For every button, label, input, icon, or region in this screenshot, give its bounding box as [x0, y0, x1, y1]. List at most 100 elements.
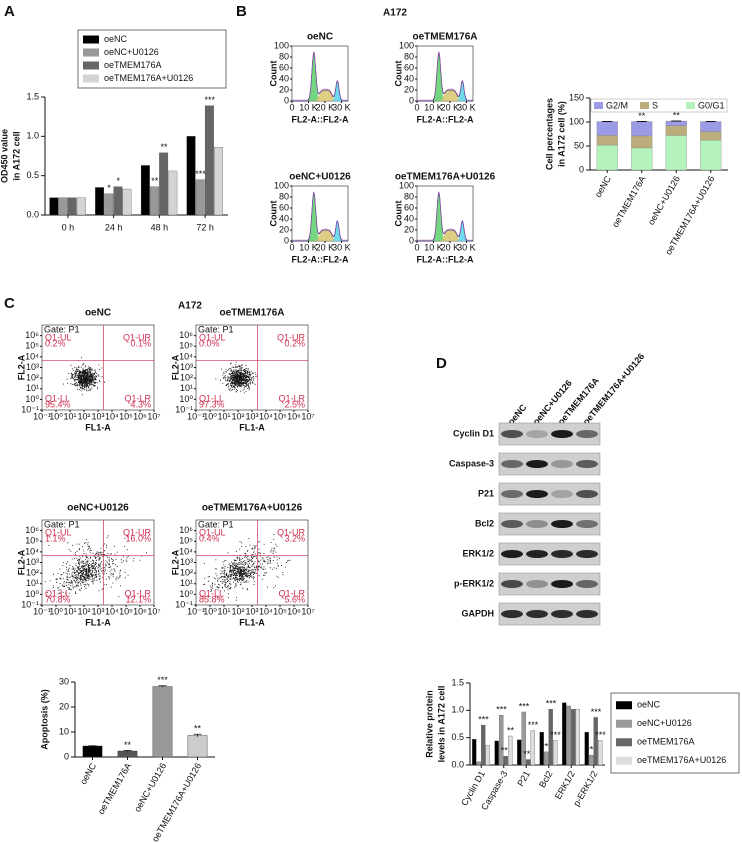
- panel-label: B: [236, 3, 247, 20]
- s-phase: [292, 230, 348, 241]
- x-tick-label: 10⁻¹: [187, 606, 205, 616]
- quadrant-percent: 0.1%: [130, 338, 151, 348]
- bar: [95, 187, 105, 216]
- bar: [566, 705, 571, 766]
- legend-label: oeTMEM176A: [637, 737, 695, 747]
- bar: [589, 755, 594, 766]
- quadrant-name: Q1-UL: [45, 527, 72, 537]
- plot-title: oeNC+U0126: [67, 503, 129, 514]
- y-tick-label: 20: [279, 84, 289, 94]
- significance: **: [151, 176, 159, 186]
- plot-title: oeNC: [85, 308, 111, 319]
- x-tick-label: 10⁵: [119, 606, 133, 616]
- significance: **: [673, 110, 681, 120]
- blot-band: [576, 610, 598, 618]
- bar: [499, 715, 504, 766]
- blot-strip: [498, 572, 601, 596]
- quadrant-name: Q1-UR: [123, 527, 152, 537]
- y-tick-label: 100: [399, 40, 414, 50]
- blot-band: [526, 610, 548, 618]
- x-axis-label: FL1-A: [239, 422, 265, 432]
- bar: [122, 188, 132, 216]
- row-label: p-ERK1/2: [454, 578, 494, 588]
- panel-title: A172: [383, 8, 407, 19]
- bar-segment: [631, 121, 653, 137]
- plot-frame: [41, 519, 155, 606]
- x-tick-label: 10⁵: [119, 411, 133, 421]
- y-tick-label: 10⁶: [179, 330, 193, 340]
- bar: [593, 717, 598, 766]
- y-tick-label: 0: [409, 95, 414, 105]
- row-label: P21: [478, 488, 494, 498]
- bar: [553, 740, 558, 766]
- bar: [584, 732, 589, 766]
- plot-title: oeNC: [307, 32, 333, 43]
- y-tick-label: 0.0: [451, 759, 464, 769]
- row-label: GAPDH: [461, 608, 494, 618]
- x-tick-label: 10⁵: [273, 411, 287, 421]
- y-tick-label: 10⁰: [179, 394, 193, 404]
- blot-strip: [498, 542, 601, 566]
- y-tick-label: 10¹: [180, 383, 193, 393]
- significance: **: [194, 724, 202, 734]
- x-tick-label: 30 K: [457, 102, 476, 112]
- plot-title: oeTMEM176A+U0126: [395, 172, 496, 183]
- quadrant-name: Q1-UR: [277, 527, 306, 537]
- bar-segment: [665, 125, 687, 136]
- y-axis-label: Cell percentages: [544, 98, 554, 170]
- x-axis-label: FL1-A: [239, 617, 265, 627]
- y-tick-label: 10³: [180, 362, 193, 372]
- bar: [503, 756, 508, 766]
- blot-band: [501, 460, 523, 468]
- legend-label: oeTMEM176A: [104, 60, 162, 70]
- x-tick-label: 10⁶: [133, 606, 147, 616]
- legend-box: [610, 692, 740, 774]
- y-tick-label: 10⁻¹: [21, 599, 39, 609]
- x-tick-label: 20 K: [316, 242, 335, 252]
- bar-segment: [665, 120, 687, 126]
- g2-peak: [292, 221, 348, 241]
- significance: ***: [523, 749, 534, 759]
- bar: [598, 740, 603, 766]
- y-tick-label: 0.5: [26, 170, 39, 180]
- legend-label: oeTMEM176A+U0126: [637, 755, 726, 765]
- quadrant-name: Q1-UR: [123, 332, 152, 342]
- g2-peak: [292, 81, 348, 101]
- significance: ***: [586, 745, 597, 755]
- x-axis-label: FL2-A::FL2-A: [417, 254, 474, 264]
- blot-band: [501, 550, 523, 558]
- blot-band: [576, 520, 598, 528]
- x-tick-label: 10⁷: [147, 606, 160, 616]
- x-tick-label: 10⁰: [203, 411, 217, 421]
- bar: [49, 197, 59, 216]
- y-tick-label: 80: [279, 51, 289, 61]
- bar-segment: [700, 140, 722, 171]
- x-tick-label: 10⁷: [147, 411, 160, 421]
- bar: [82, 745, 103, 758]
- quadrant-percent: 16.0%: [125, 533, 151, 543]
- fit-outline: [292, 50, 348, 101]
- bar: [187, 735, 208, 758]
- significance: ***: [157, 675, 168, 685]
- y-tick-label: 60: [404, 62, 414, 72]
- y-tick-label: 30: [59, 676, 69, 686]
- quadrant-name: Q1-UL: [199, 332, 226, 342]
- x-tick-label: oeNC+U0126: [646, 174, 682, 226]
- bar: [117, 750, 138, 758]
- blot-band: [551, 580, 573, 588]
- quadrant-name: Q1-LL: [45, 393, 70, 403]
- x-tick-label: 10⁷: [301, 411, 314, 421]
- bar: [58, 197, 68, 216]
- y-tick-label: 10⁵: [179, 536, 193, 546]
- plot-title: oeNC+U0126: [289, 172, 351, 183]
- bar: [104, 193, 114, 216]
- x-tick-label: oeTMEM176A: [610, 174, 647, 229]
- y-tick-label: 50: [574, 140, 584, 150]
- x-tick-label: 10¹: [63, 411, 76, 421]
- bar: [152, 686, 173, 758]
- y-axis-label: FL2-A: [170, 549, 180, 575]
- legend-swatch: [640, 102, 649, 109]
- plot-title: oeTMEM176A: [412, 32, 477, 43]
